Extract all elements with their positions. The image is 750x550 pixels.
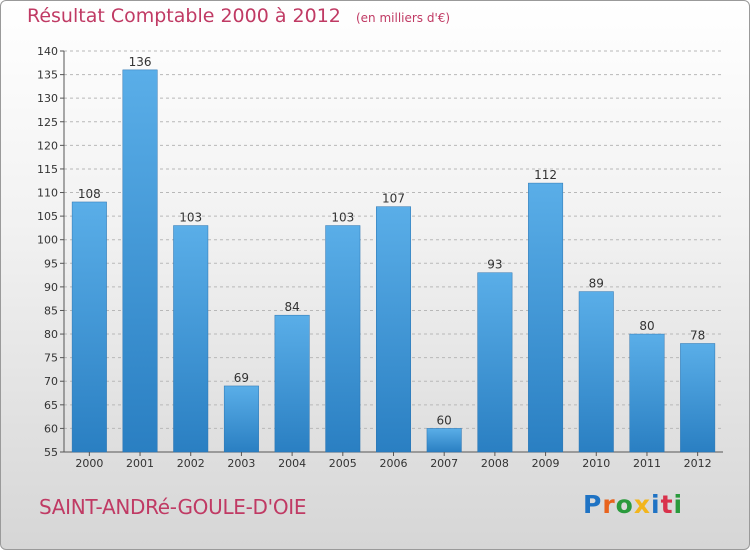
bar-value-label: 60 (437, 413, 452, 427)
y-tick-label: 135 (37, 69, 58, 82)
bar-value-label: 136 (129, 55, 152, 69)
y-tick-label: 60 (44, 422, 58, 435)
y-tick-label: 125 (37, 116, 58, 129)
bar-value-label: 84 (284, 300, 299, 314)
chart-subtitle: (en milliers d'€) (355, 11, 451, 25)
x-tick-label: 2010 (582, 457, 610, 470)
bar-value-label: 78 (690, 328, 705, 342)
bar-value-label: 69 (234, 371, 249, 385)
bar (528, 182, 564, 453)
bar (578, 291, 614, 453)
y-tick-label: 85 (44, 304, 58, 317)
bar (376, 206, 411, 453)
logo-letter: o (615, 490, 634, 519)
bar-value-label: 112 (534, 168, 557, 182)
x-tick-label: 2012 (684, 457, 712, 470)
y-tick-label: 115 (37, 163, 58, 176)
x-tick-label: 2002 (177, 457, 205, 470)
x-tick-label: 2000 (75, 457, 103, 470)
y-tick-label: 75 (44, 352, 58, 365)
bar (173, 225, 209, 453)
logo-letter: P (583, 490, 603, 519)
title-row: Résultat Comptable 2000 à 2012 (en milli… (27, 5, 450, 27)
x-tick-label: 2008 (481, 457, 509, 470)
logo-letter: i (673, 490, 684, 519)
y-tick-label: 55 (44, 446, 58, 459)
bar (223, 385, 259, 453)
bar (629, 333, 665, 453)
bar (71, 201, 107, 453)
chart-title: Résultat Comptable 2000 à 2012 (27, 5, 341, 27)
bar (477, 272, 513, 453)
bar-value-label: 93 (487, 258, 502, 272)
proxiti-logo: Proxiti (583, 490, 683, 519)
bar-value-label: 89 (589, 277, 604, 291)
y-tick-label: 70 (44, 375, 58, 388)
x-tick-label: 2003 (227, 457, 255, 470)
bar (426, 428, 462, 453)
x-tick-label: 2004 (278, 457, 306, 470)
logo-letter: x (633, 490, 651, 519)
x-tick-label: 2011 (633, 457, 661, 470)
logo-letter: t (660, 490, 674, 519)
y-tick-label: 110 (37, 187, 58, 200)
bar-value-label: 107 (382, 192, 405, 206)
bar (122, 69, 158, 453)
y-tick-label: 130 (37, 92, 58, 105)
x-tick-label: 2007 (430, 457, 458, 470)
logo-letter: r (602, 490, 616, 519)
bar-value-label: 80 (639, 319, 654, 333)
y-tick-label: 120 (37, 139, 58, 152)
y-tick-label: 100 (37, 234, 58, 247)
x-tick-label: 2005 (329, 457, 357, 470)
x-tick-label: 2009 (532, 457, 560, 470)
y-tick-label: 140 (37, 45, 58, 58)
commune-name: SAINT-ANDRé-GOULE-D'OIE (39, 495, 307, 519)
y-tick-label: 105 (37, 210, 58, 223)
bar-value-label: 108 (78, 187, 101, 201)
logo-letter: i (651, 490, 661, 519)
bar-value-label: 103 (179, 211, 202, 225)
bar-value-label: 103 (331, 211, 354, 225)
y-tick-label: 90 (44, 281, 58, 294)
bar (325, 225, 361, 453)
y-tick-label: 65 (44, 399, 58, 412)
y-tick-label: 80 (44, 328, 58, 341)
bar (680, 343, 716, 453)
x-tick-label: 2006 (380, 457, 408, 470)
x-tick-label: 2001 (126, 457, 154, 470)
bar (274, 314, 310, 453)
y-tick-label: 95 (44, 257, 58, 270)
